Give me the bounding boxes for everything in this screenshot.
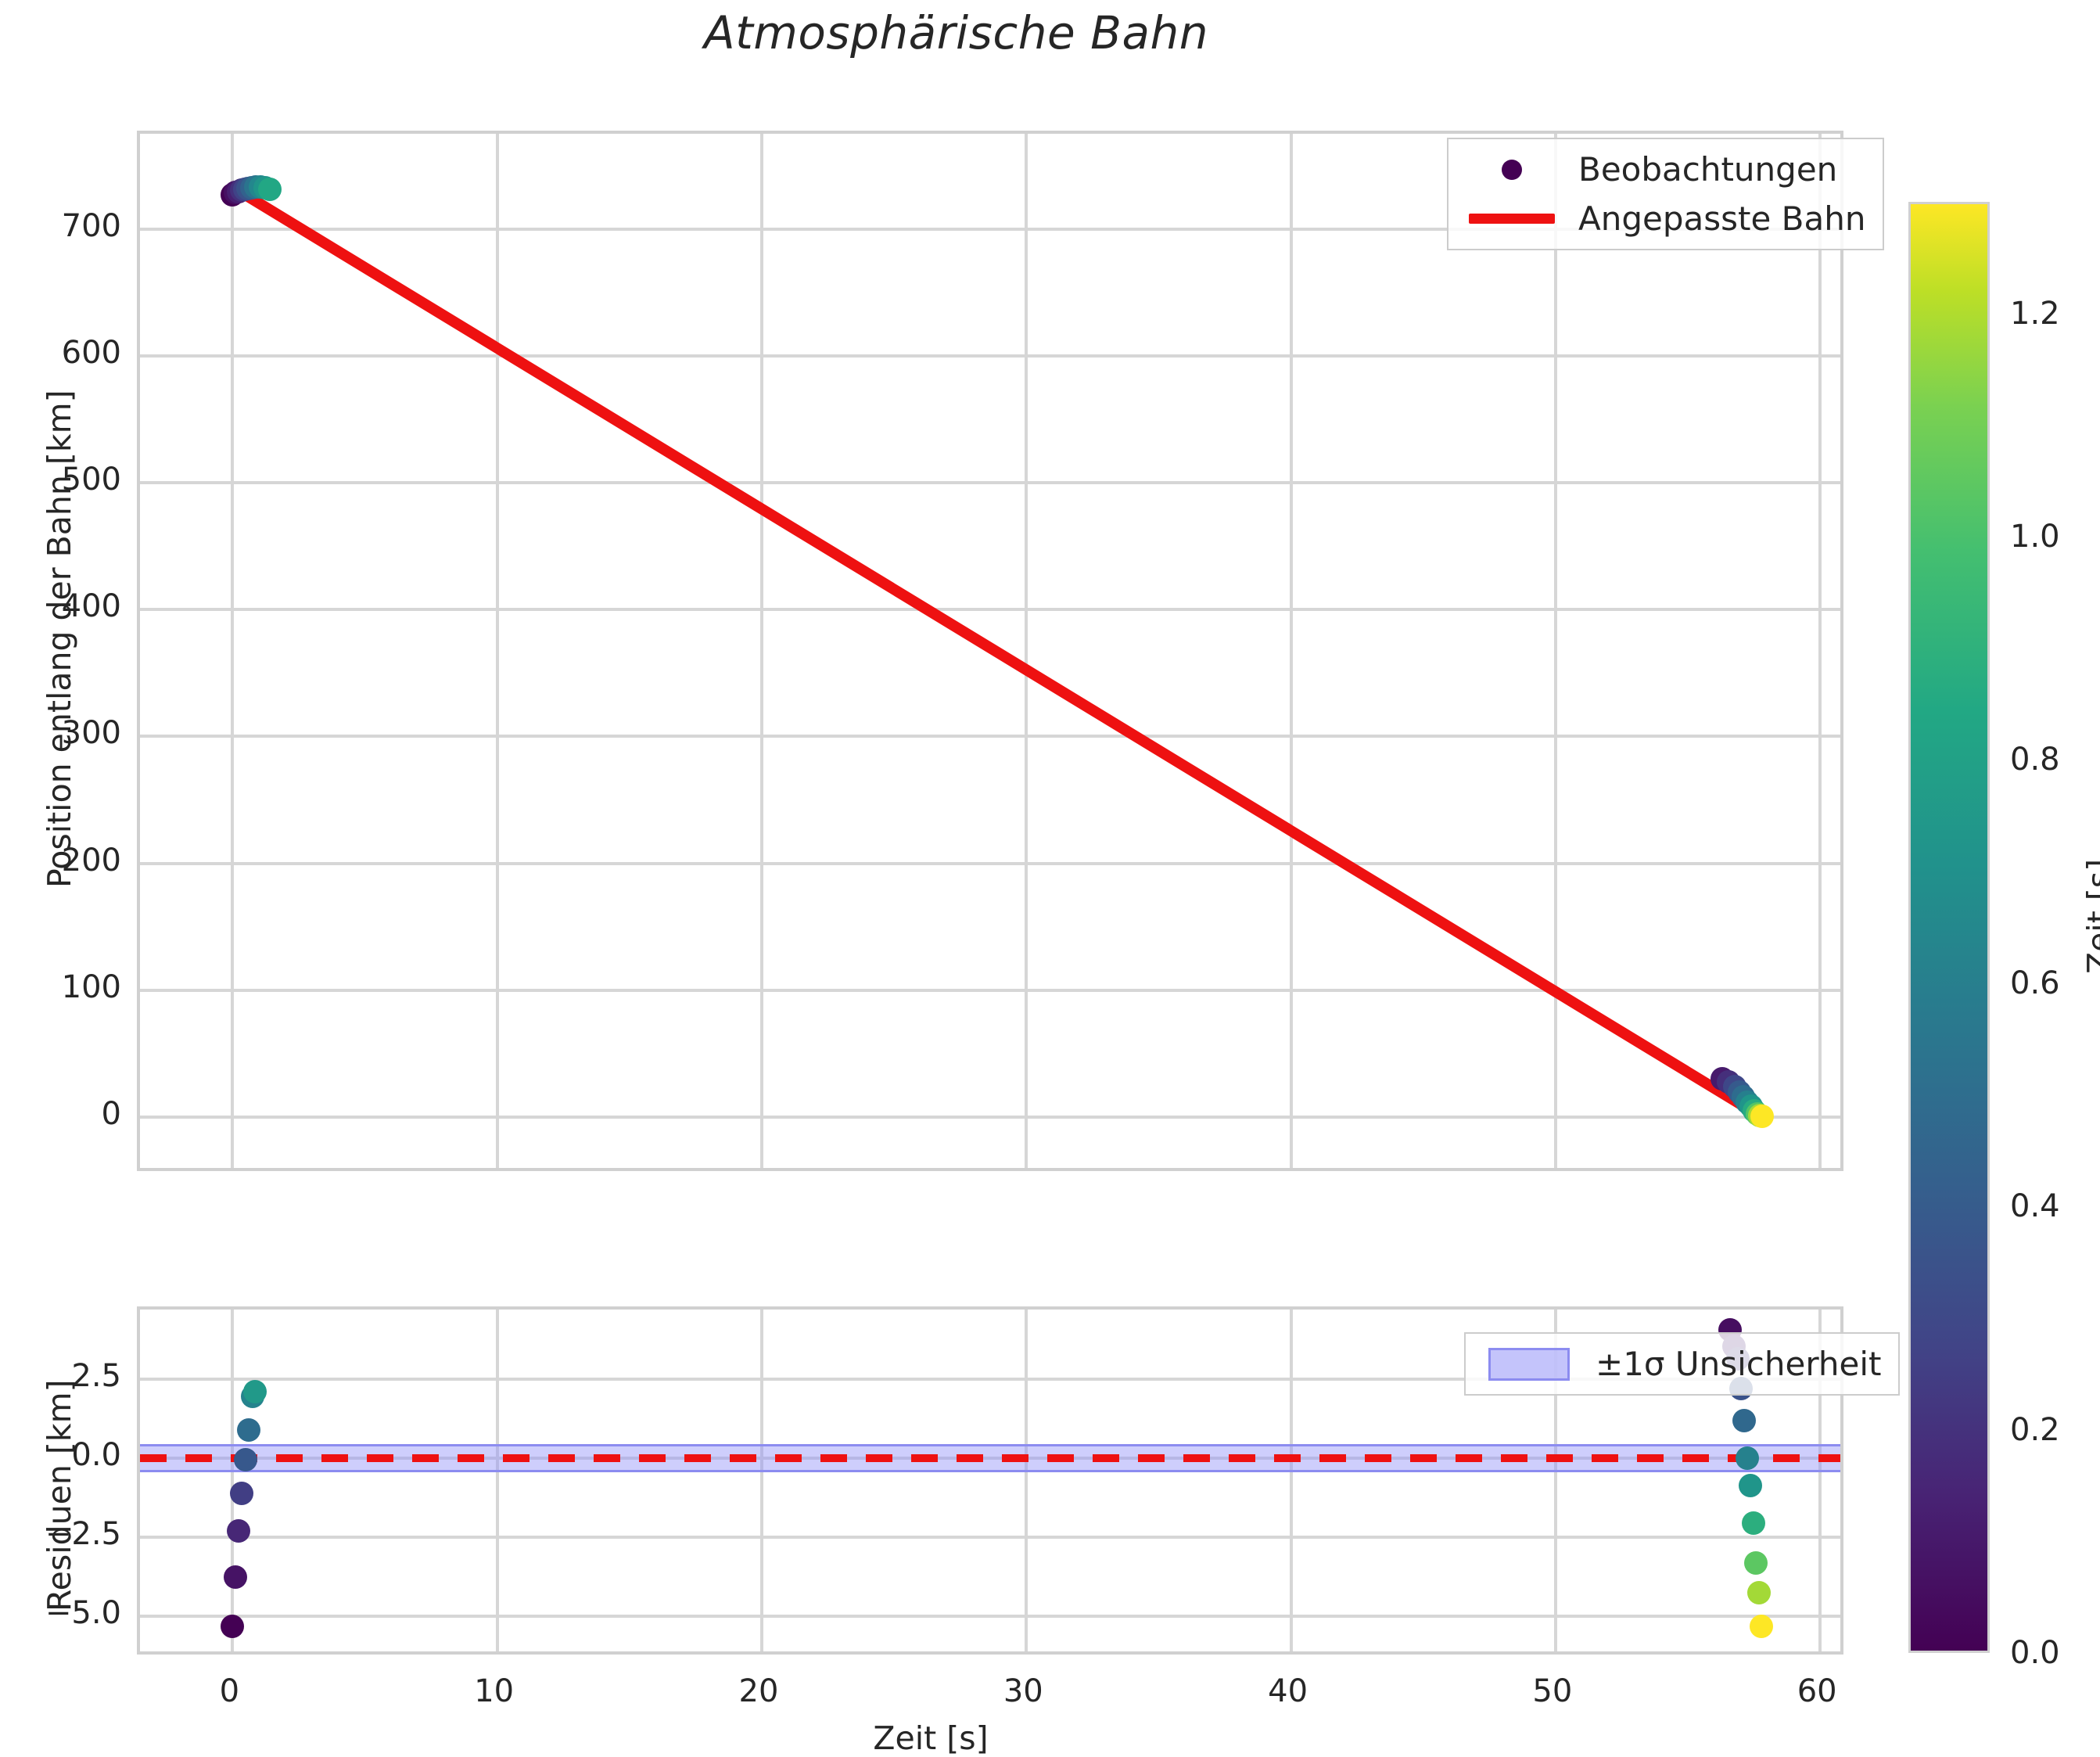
band-patch-icon bbox=[1483, 1347, 1575, 1381]
gridline-horizontal bbox=[140, 988, 1840, 992]
residual-y-tick-label: −2.5 bbox=[45, 1516, 121, 1553]
residual-y-tick-label: −5.0 bbox=[45, 1595, 121, 1632]
legend-label-sigma-band: ±1σ Unsicherheit bbox=[1596, 1345, 1882, 1383]
x-tick-label: 20 bbox=[738, 1673, 779, 1709]
gridline-vertical bbox=[1289, 1310, 1293, 1651]
fitted-trajectory-line bbox=[229, 182, 1765, 1122]
main-y-tick-label: 400 bbox=[61, 588, 121, 625]
gridline-horizontal bbox=[140, 1536, 1840, 1540]
gridline-horizontal bbox=[140, 861, 1840, 865]
gridline-vertical bbox=[1025, 1310, 1028, 1651]
gridline-horizontal bbox=[140, 1116, 1840, 1119]
colorbar bbox=[1908, 202, 1990, 1653]
legend-item-observations: Beobachtungen bbox=[1466, 150, 1865, 189]
gridline-vertical bbox=[759, 134, 763, 1168]
main-y-tick-label: 600 bbox=[61, 334, 121, 371]
main-y-axis-label: Position entlang der Bahn [km] bbox=[41, 390, 78, 888]
x-axis-label: Zeit [s] bbox=[873, 1719, 989, 1757]
residual-y-tick-label: 0.0 bbox=[71, 1437, 121, 1474]
residual-point bbox=[221, 1614, 245, 1638]
main-y-tick-label: 700 bbox=[61, 207, 121, 244]
colorbar-tick-label: 0.4 bbox=[2010, 1188, 2060, 1225]
gridline-vertical bbox=[1818, 1310, 1822, 1651]
gridline-horizontal bbox=[140, 354, 1840, 358]
residual-point bbox=[1746, 1581, 1771, 1605]
gridline-vertical bbox=[495, 1310, 499, 1651]
residual-point bbox=[1741, 1511, 1765, 1536]
x-tick-label: 50 bbox=[1532, 1673, 1573, 1709]
gridline-vertical bbox=[231, 1310, 235, 1651]
gridline-horizontal bbox=[140, 227, 1840, 231]
residual-legend: ±1σ Unsicherheit bbox=[1464, 1332, 1901, 1396]
main-y-tick-label: 300 bbox=[61, 715, 121, 752]
colorbar-gradient bbox=[1908, 202, 1990, 1653]
gridline-vertical bbox=[1553, 134, 1557, 1168]
residual-point bbox=[237, 1417, 261, 1442]
main-y-tick-label: 200 bbox=[61, 842, 121, 878]
gridline-vertical bbox=[231, 134, 235, 1168]
observation-point bbox=[1750, 1105, 1774, 1129]
x-tick-label: 60 bbox=[1797, 1673, 1837, 1709]
legend-label-observations: Beobachtungen bbox=[1578, 150, 1838, 189]
line-swatch-icon bbox=[1466, 214, 1558, 224]
legend-item-sigma-band: ±1σ Unsicherheit bbox=[1483, 1345, 1881, 1383]
gridline-vertical bbox=[1289, 134, 1293, 1168]
figure-title: Atmosphärische Bahn bbox=[703, 6, 1209, 59]
colorbar-label: Zeit [s] bbox=[2080, 858, 2100, 974]
main-trajectory-axes bbox=[137, 131, 1843, 1171]
main-y-tick-label: 500 bbox=[61, 462, 121, 498]
legend-item-fitted-trajectory: Angepasste Bahn bbox=[1466, 199, 1865, 238]
gridline-horizontal bbox=[140, 1378, 1840, 1381]
x-tick-label: 30 bbox=[1003, 1673, 1043, 1709]
residual-point bbox=[1750, 1614, 1774, 1638]
gridline-vertical bbox=[1025, 134, 1028, 1168]
main-y-tick-label: 0 bbox=[101, 1096, 121, 1132]
colorbar-tick-label: 0.0 bbox=[2010, 1635, 2060, 1671]
residual-point bbox=[243, 1380, 267, 1404]
x-tick-label: 10 bbox=[474, 1673, 515, 1709]
gridline-horizontal bbox=[140, 1615, 1840, 1619]
residual-y-axis-label: Residuen [km] bbox=[41, 1379, 78, 1611]
residual-point bbox=[1732, 1408, 1756, 1432]
gridline-horizontal bbox=[140, 735, 1840, 738]
gridline-vertical bbox=[1818, 134, 1822, 1168]
residual-point bbox=[1738, 1473, 1762, 1497]
scatter-dot-icon bbox=[1466, 159, 1558, 180]
x-tick-label: 0 bbox=[219, 1673, 240, 1709]
main-legend: Beobachtungen Angepasste Bahn bbox=[1447, 138, 1885, 250]
observation-point bbox=[257, 178, 282, 202]
gridline-horizontal bbox=[140, 481, 1840, 485]
colorbar-tick-label: 0.6 bbox=[2010, 965, 2060, 1001]
gridline-horizontal bbox=[140, 608, 1840, 612]
residual-y-tick-label: 2.5 bbox=[71, 1358, 121, 1394]
colorbar-tick-label: 0.8 bbox=[2010, 742, 2060, 778]
zero-reference-line bbox=[140, 1454, 1840, 1463]
gridline-vertical bbox=[759, 1310, 763, 1651]
colorbar-tick-label: 1.0 bbox=[2010, 519, 2060, 555]
main-plot-area bbox=[140, 134, 1840, 1168]
residual-point bbox=[226, 1519, 250, 1543]
residual-point bbox=[1744, 1550, 1768, 1575]
residual-point bbox=[230, 1481, 254, 1505]
residual-point bbox=[234, 1448, 258, 1472]
colorbar-tick-label: 0.2 bbox=[2010, 1411, 2060, 1448]
residual-point bbox=[1736, 1446, 1760, 1471]
x-tick-label: 40 bbox=[1268, 1673, 1308, 1709]
legend-label-fitted-trajectory: Angepasste Bahn bbox=[1578, 199, 1866, 238]
colorbar-tick-label: 1.2 bbox=[2010, 295, 2060, 332]
gridline-vertical bbox=[1553, 1310, 1557, 1651]
main-y-tick-label: 100 bbox=[61, 968, 121, 1005]
gridline-vertical bbox=[495, 134, 499, 1168]
residual-point bbox=[223, 1565, 247, 1589]
